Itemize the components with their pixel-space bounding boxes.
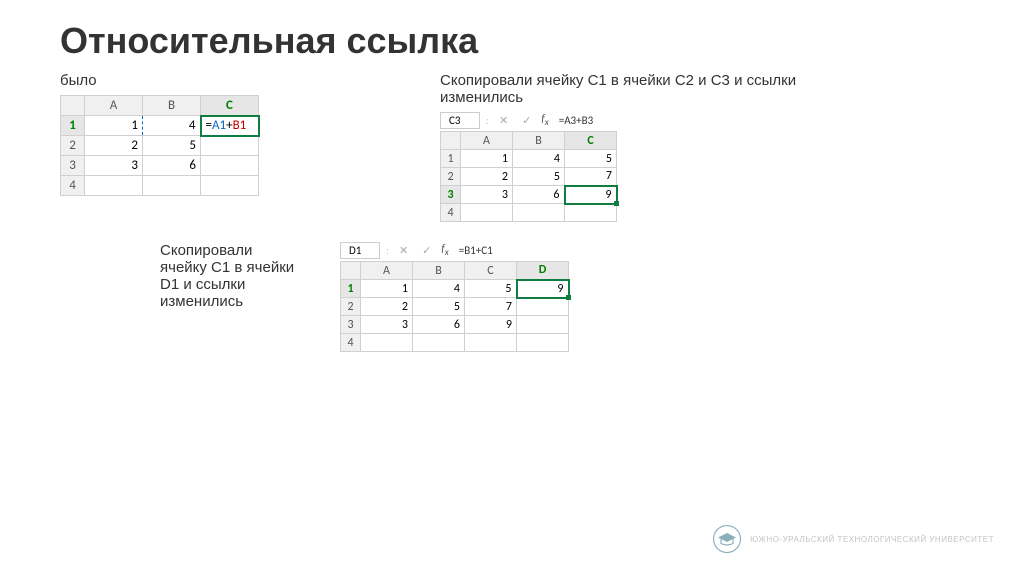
cell-selected: 9 [565, 186, 617, 204]
col-header-a: A [85, 96, 143, 116]
formula-bar: C3 : ✕ ✓ fx =A3+B3 [440, 112, 840, 129]
row-header: 1 [61, 116, 85, 136]
cell [517, 334, 569, 352]
name-box: C3 [440, 112, 480, 129]
row-header: 3 [441, 186, 461, 204]
cell-formula: =A1+B1 [201, 116, 259, 136]
corner-cell [61, 96, 85, 116]
cell: 3 [85, 156, 143, 176]
caption-copied-c: Скопировали ячейку С1 в ячейки С2 и С3 и… [440, 72, 840, 106]
fx-icon: fx [441, 242, 448, 258]
cancel-icon: ✕ [395, 244, 412, 257]
cell [465, 334, 517, 352]
caption-copied-d: Скопировали ячейку С1 в ячейки D1 и ссыл… [160, 242, 300, 310]
cell: 6 [143, 156, 201, 176]
cancel-icon: ✕ [495, 114, 512, 127]
cell: 7 [565, 168, 617, 186]
name-box: D1 [340, 242, 380, 259]
cell: 2 [461, 168, 513, 186]
footer-logo: ЮЖНО-УРАЛЬСКИЙ ТЕХНОЛОГИЧЕСКИЙ УНИВЕРСИТ… [712, 524, 994, 554]
enter-icon: ✓ [418, 244, 435, 257]
cell [413, 334, 465, 352]
row-header: 2 [441, 168, 461, 186]
caption-was: было [60, 72, 380, 89]
col-header: B [513, 132, 565, 150]
row-header: 3 [61, 156, 85, 176]
formula-bar: D1 : ✕ ✓ fx =B1+C1 [340, 242, 570, 259]
cell-selected: 9 [517, 280, 569, 298]
cell: 5 [465, 280, 517, 298]
cell: 3 [361, 316, 413, 334]
row-header: 3 [341, 316, 361, 334]
col-header: D [517, 262, 569, 280]
cell: 1 [361, 280, 413, 298]
cell: 5 [565, 150, 617, 168]
separator: : [386, 244, 389, 257]
cell: 2 [361, 298, 413, 316]
corner-cell [441, 132, 461, 150]
col-header-c: C [201, 96, 259, 116]
cell [517, 298, 569, 316]
cell: 3 [461, 186, 513, 204]
col-header-b: B [143, 96, 201, 116]
separator: : [486, 114, 489, 127]
cell: 7 [465, 298, 517, 316]
cell: 4 [143, 116, 201, 136]
cell [565, 204, 617, 222]
row-header: 1 [341, 280, 361, 298]
corner-cell [341, 262, 361, 280]
formula-text: =B1+C1 [455, 244, 497, 257]
enter-icon: ✓ [518, 114, 535, 127]
table-copied-d: A B C D 1 1 4 5 9 2 2 5 7 [340, 261, 570, 352]
cell [85, 176, 143, 196]
cell: 1 [85, 116, 143, 136]
row-header: 4 [341, 334, 361, 352]
table-was: A B C 1 1 4 =A1+B1 2 2 5 3 [60, 95, 260, 196]
row-header: 2 [61, 136, 85, 156]
slide-title: Относительная ссылка [60, 20, 964, 62]
cell: 5 [143, 136, 201, 156]
col-header: C [565, 132, 617, 150]
cell: 4 [513, 150, 565, 168]
cell [513, 204, 565, 222]
cell [201, 176, 259, 196]
cell: 6 [413, 316, 465, 334]
col-header: A [461, 132, 513, 150]
cell: 5 [413, 298, 465, 316]
cell [201, 156, 259, 176]
col-header: B [413, 262, 465, 280]
cell [361, 334, 413, 352]
cell: 5 [513, 168, 565, 186]
cell [201, 136, 259, 156]
col-header: C [465, 262, 517, 280]
table-copied-c: A B C 1 1 4 5 2 2 5 7 3 3 [440, 131, 618, 222]
cell: 6 [513, 186, 565, 204]
cell: 1 [461, 150, 513, 168]
cell [143, 176, 201, 196]
cell [517, 316, 569, 334]
fx-icon: fx [541, 112, 548, 128]
cell: 2 [85, 136, 143, 156]
row-header: 1 [441, 150, 461, 168]
cell: 9 [465, 316, 517, 334]
graduation-cap-icon [712, 524, 742, 554]
row-header: 2 [341, 298, 361, 316]
row-header: 4 [61, 176, 85, 196]
col-header: A [361, 262, 413, 280]
cell [461, 204, 513, 222]
row-header: 4 [441, 204, 461, 222]
cell: 4 [413, 280, 465, 298]
formula-text: =A3+B3 [555, 114, 597, 127]
footer-text: ЮЖНО-УРАЛЬСКИЙ ТЕХНОЛОГИЧЕСКИЙ УНИВЕРСИТ… [750, 535, 994, 544]
